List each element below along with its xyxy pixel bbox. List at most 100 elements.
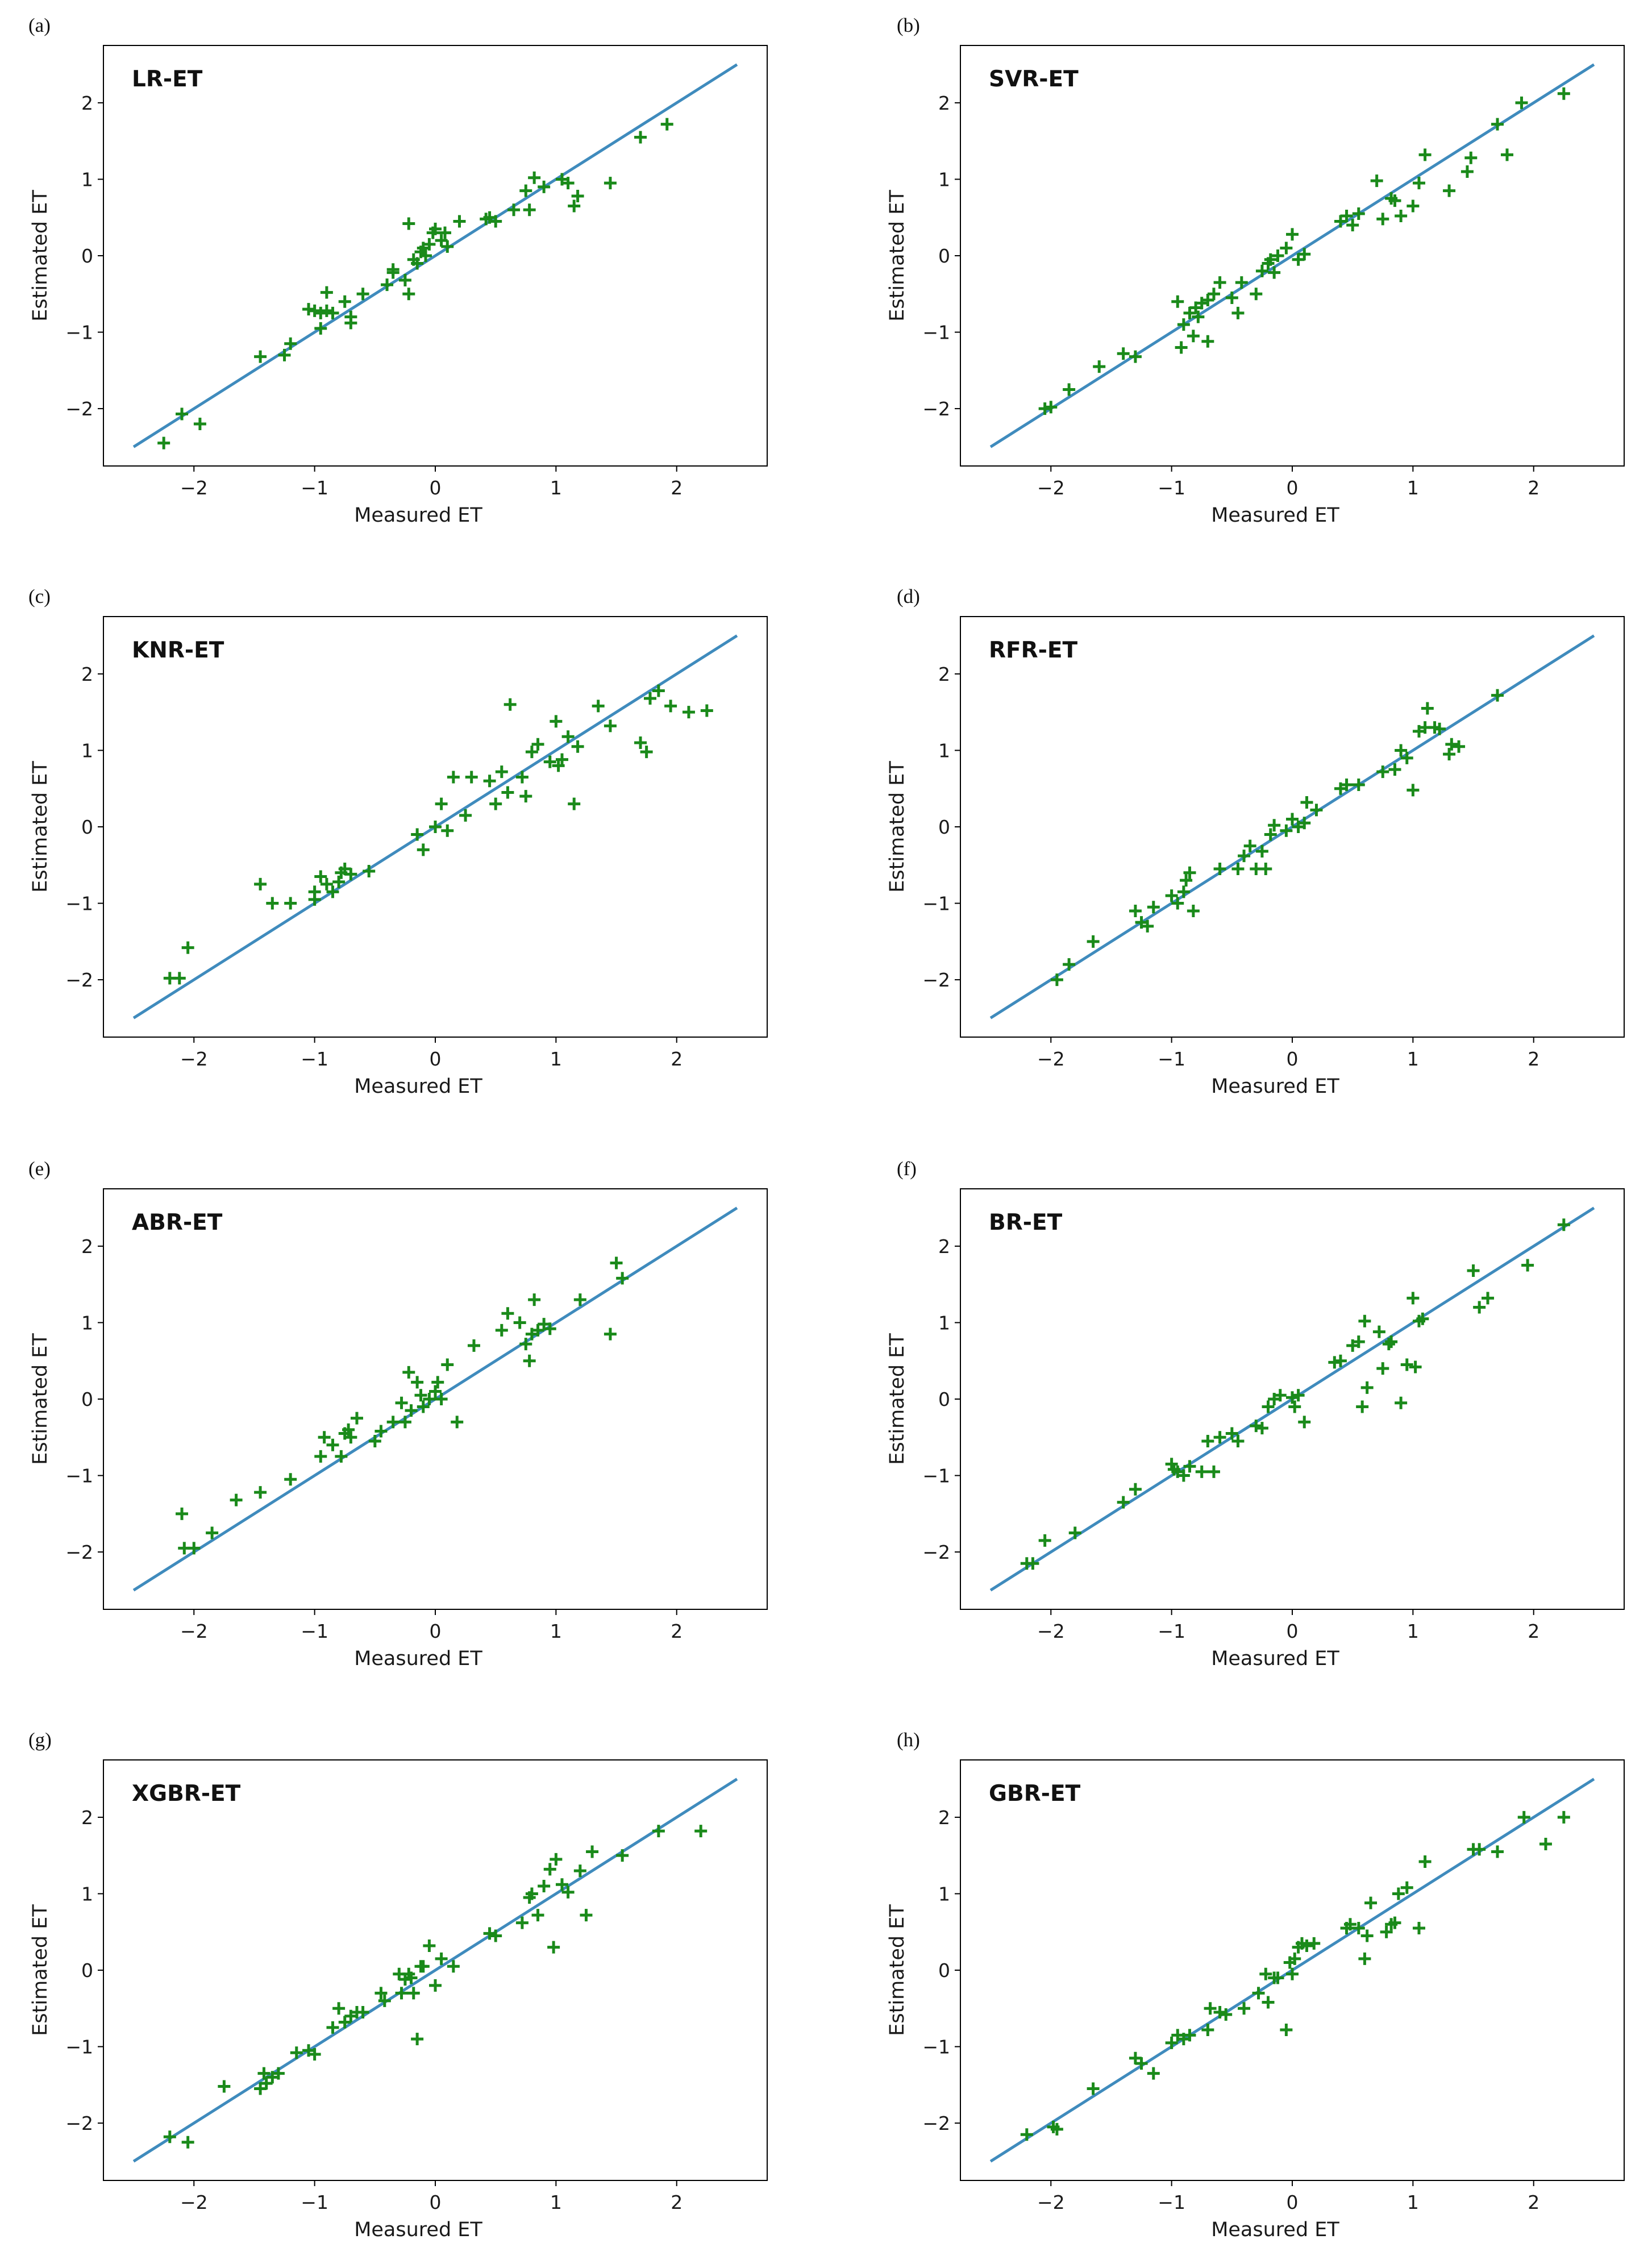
panel-letter: (c) xyxy=(28,585,51,607)
data-point xyxy=(386,1416,400,1429)
y-axis-label: Estimated ET xyxy=(886,1904,909,2036)
x-tick-label: −1 xyxy=(1158,1620,1185,1642)
x-tick-label: 0 xyxy=(430,1620,442,1642)
data-point xyxy=(314,306,327,319)
x-axis-label: Measured ET xyxy=(1211,1075,1339,1098)
data-point xyxy=(555,1878,568,1891)
y-axis-label: Estimated ET xyxy=(29,761,52,893)
data-point xyxy=(318,1431,331,1444)
data-point xyxy=(543,755,556,768)
panel-title: BR-ET xyxy=(989,1210,1063,1235)
data-point xyxy=(1443,184,1456,197)
data-point xyxy=(1343,1918,1356,1931)
x-tick-label: 1 xyxy=(1407,1620,1419,1642)
data-point xyxy=(402,1366,415,1379)
x-axis-label: Measured ET xyxy=(1211,2219,1339,2241)
data-point xyxy=(230,1493,243,1506)
data-point xyxy=(326,885,339,898)
data-point xyxy=(1395,744,1408,757)
data-point xyxy=(398,274,411,287)
data-point xyxy=(1117,1496,1130,1509)
data-point xyxy=(338,295,351,308)
data-point xyxy=(1063,383,1076,396)
data-point xyxy=(435,797,448,810)
data-point xyxy=(344,1431,357,1444)
x-tick-label: −2 xyxy=(1037,1620,1065,1642)
data-point xyxy=(451,1416,464,1429)
data-point xyxy=(429,1385,442,1398)
data-point xyxy=(1288,1400,1301,1413)
data-point xyxy=(1352,1335,1365,1348)
data-point xyxy=(411,1376,424,1389)
data-point xyxy=(1445,738,1458,751)
data-point xyxy=(1268,819,1281,832)
data-point xyxy=(1557,87,1570,100)
data-point xyxy=(423,1939,436,1952)
data-point xyxy=(1255,264,1268,277)
panel-g: (g) XGBR-ET −2 −1 0 1 2 −2 −1 0 1 2 Measured ET Estim… xyxy=(28,1729,768,2241)
data-point xyxy=(515,1916,529,1929)
one-to-one-line xyxy=(132,1778,738,2163)
x-tick-label: 0 xyxy=(430,477,442,499)
data-point xyxy=(1165,2036,1178,2049)
data-point xyxy=(405,1971,418,1984)
x-tick-label: 1 xyxy=(1407,1048,1419,1070)
data-point xyxy=(1400,1881,1413,1894)
data-point xyxy=(378,1994,391,2007)
data-point xyxy=(1271,249,1284,262)
data-point xyxy=(1177,1469,1190,1482)
y-tick-label: −1 xyxy=(922,2036,950,2058)
x-tick-label: −2 xyxy=(180,1620,208,1642)
data-point xyxy=(1180,874,1193,887)
y-tick-label: −1 xyxy=(922,1465,950,1487)
data-point xyxy=(1171,897,1184,910)
data-point xyxy=(395,1987,408,2000)
data-point xyxy=(1418,148,1432,161)
data-point xyxy=(438,226,451,239)
data-point xyxy=(538,1880,551,1892)
x-tick-label: 1 xyxy=(1407,2191,1419,2213)
data-point xyxy=(1147,901,1160,914)
data-point xyxy=(284,337,297,350)
data-point xyxy=(610,1256,623,1270)
data-point xyxy=(1372,1325,1385,1338)
x-tick-label: 0 xyxy=(1287,1620,1299,1642)
data-point xyxy=(157,436,170,449)
data-point xyxy=(1231,863,1245,875)
y-tick-label: 1 xyxy=(938,739,950,761)
data-point xyxy=(1298,1416,1311,1429)
panel-title: KNR-ET xyxy=(132,638,224,663)
data-point xyxy=(531,1323,544,1337)
data-point xyxy=(1360,1381,1374,1394)
panel-letter: (f) xyxy=(897,1158,917,1180)
y-tick-label: −1 xyxy=(65,1465,93,1487)
x-tick-label: 1 xyxy=(550,477,562,499)
data-point xyxy=(320,304,333,317)
x-tick-label: −2 xyxy=(1037,477,1065,499)
data-point xyxy=(381,278,394,292)
data-point xyxy=(1382,1338,1395,1351)
data-point xyxy=(547,1941,560,1954)
data-point xyxy=(429,821,442,833)
data-point xyxy=(515,771,529,784)
data-point xyxy=(1259,863,1272,875)
x-tick-label: −1 xyxy=(1158,477,1185,499)
y-tick-label: −1 xyxy=(922,322,950,344)
x-tick-label: 0 xyxy=(1287,2191,1299,2213)
data-point xyxy=(1491,1845,1504,1858)
data-point xyxy=(483,1927,496,1940)
data-point xyxy=(543,1322,556,1335)
data-point xyxy=(543,1863,556,1876)
data-point xyxy=(1539,1838,1552,1850)
data-point xyxy=(1407,784,1420,797)
data-point xyxy=(1255,845,1268,858)
y-tick-label: 1 xyxy=(81,1312,93,1334)
data-point xyxy=(1491,118,1504,131)
data-point xyxy=(1360,1929,1374,1942)
data-point xyxy=(1026,1557,1039,1570)
data-point xyxy=(682,706,695,719)
y-tick-label: 1 xyxy=(938,1312,950,1334)
data-point xyxy=(411,257,424,270)
data-point xyxy=(1370,174,1383,188)
panel-e: (e) ABR-ET −2 −1 0 1 2 −2 −1 0 1 2 Measured ET Estima… xyxy=(28,1158,768,1670)
